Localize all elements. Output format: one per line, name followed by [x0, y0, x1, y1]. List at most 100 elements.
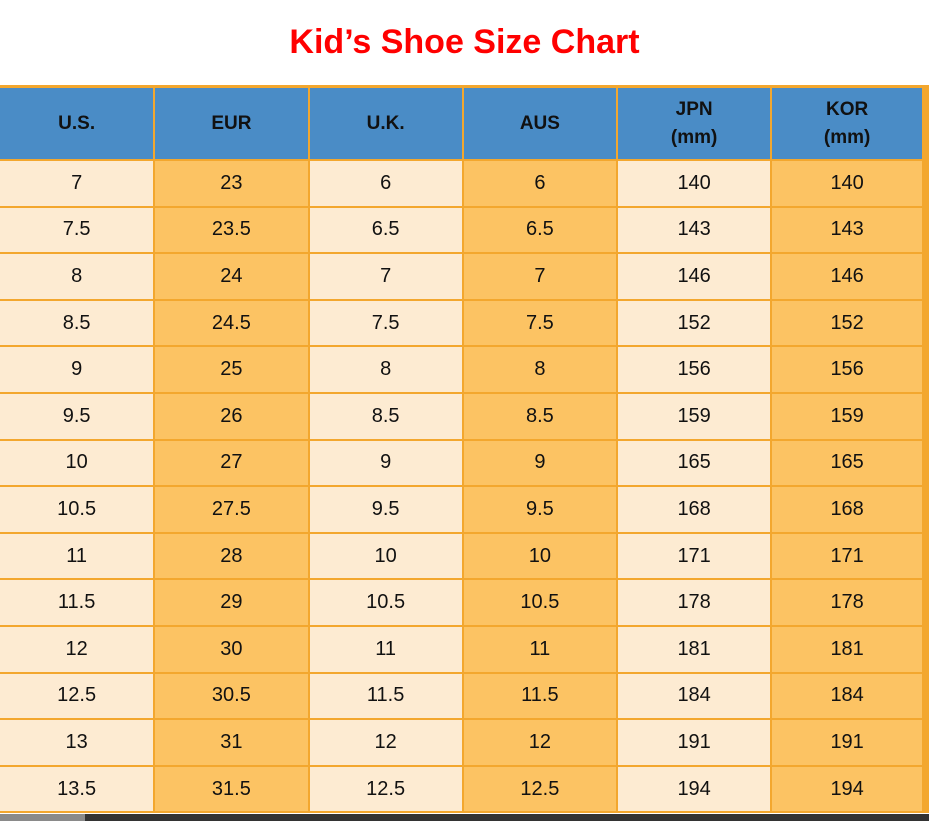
- table-cell: 11.5: [461, 671, 619, 721]
- table-cell: 184: [615, 671, 773, 721]
- column-header-eur: EUR: [153, 85, 310, 161]
- table-cell: 6.5: [461, 205, 619, 255]
- table-cell: 12.5: [0, 671, 156, 721]
- column-header-uk: U.K.: [307, 85, 464, 161]
- table-cell: 143: [615, 205, 773, 255]
- table-cell: 28: [153, 531, 310, 581]
- table-cell: 159: [615, 391, 773, 441]
- table-cell: 10.5: [0, 485, 156, 534]
- table-body: 7 23 6 6 140 140 7.5 23.5 6.5 6.5 143 143 8 24 7 7 146 14…: [0, 159, 927, 814]
- shoe-size-table: U.S. EUR U.K. AUS JPN (mm) KOR (mm) 7 23 6 6 140 140…: [0, 85, 929, 814]
- table-cell: 7: [0, 159, 156, 208]
- table-row: 11.5 29 10.5 10.5 178 178: [0, 578, 927, 627]
- table-cell: 12.5: [461, 764, 619, 814]
- column-header-aus: AUS: [461, 85, 619, 161]
- table-cell: 178: [615, 578, 773, 627]
- table-cell: 146: [615, 252, 773, 301]
- table-cell: 8: [461, 345, 619, 394]
- table-cell: 184: [770, 671, 927, 721]
- table-row: 13 31 12 12 191 191: [0, 718, 927, 767]
- table-cell: 26: [153, 391, 310, 441]
- table-cell: 9.5: [461, 485, 619, 534]
- table-cell: 29: [153, 578, 310, 627]
- table-cell: 7: [461, 252, 619, 301]
- table-cell: 156: [770, 345, 927, 394]
- table-cell: 143: [770, 205, 927, 255]
- table-cell: 24.5: [153, 298, 310, 348]
- table-cell: 6.5: [307, 205, 464, 255]
- table-cell: 7.5: [461, 298, 619, 348]
- table-cell: 10.5: [307, 578, 464, 627]
- table-row: 7.5 23.5 6.5 6.5 143 143: [0, 205, 927, 255]
- table-row: 8.5 24.5 7.5 7.5 152 152: [0, 298, 927, 348]
- table-row: 10 27 9 9 165 165: [0, 438, 927, 488]
- table-cell: 10: [307, 531, 464, 581]
- table-cell: 140: [615, 159, 773, 208]
- table-row: 10.5 27.5 9.5 9.5 168 168: [0, 485, 927, 534]
- table-cell: 11.5: [307, 671, 464, 721]
- table-cell: 9: [461, 438, 619, 488]
- column-header-label: AUS: [519, 112, 560, 134]
- table-cell: 25: [153, 345, 310, 394]
- horizontal-scrollbar[interactable]: [0, 814, 929, 821]
- table-cell: 181: [615, 624, 773, 674]
- table-cell: 13.5: [0, 764, 156, 814]
- table-cell: 9.5: [0, 391, 156, 441]
- table-cell: 12.5: [307, 764, 464, 814]
- table-row: 9.5 26 8.5 8.5 159 159: [0, 391, 927, 441]
- table-cell: 168: [615, 485, 773, 534]
- table-cell: 8: [307, 345, 464, 394]
- column-header-label: JPN: [675, 98, 713, 120]
- table-cell: 152: [770, 298, 927, 348]
- table-cell: 8.5: [461, 391, 619, 441]
- table-cell: 11: [0, 531, 156, 581]
- table-cell: 168: [770, 485, 927, 534]
- table-cell: 194: [770, 764, 927, 814]
- column-header-label: U.K.: [366, 112, 405, 134]
- table-cell: 159: [770, 391, 927, 441]
- column-header-us: U.S.: [0, 85, 156, 161]
- column-header-unit: (mm): [823, 126, 871, 148]
- table-cell: 9.5: [307, 485, 464, 534]
- table-cell: 10: [461, 531, 619, 581]
- table-cell: 165: [770, 438, 927, 488]
- table-cell: 191: [615, 718, 773, 767]
- table-cell: 12: [461, 718, 619, 767]
- column-header-label: KOR: [826, 98, 869, 120]
- table-row: 12.5 30.5 11.5 11.5 184 184: [0, 671, 927, 721]
- table-cell: 11.5: [0, 578, 156, 627]
- table-cell: 7: [307, 252, 464, 301]
- table-cell: 146: [770, 252, 927, 301]
- table-cell: 31.5: [153, 764, 310, 814]
- column-header-label: EUR: [211, 112, 252, 134]
- table-cell: 12: [0, 624, 156, 674]
- table-cell: 9: [307, 438, 464, 488]
- column-header-unit: (mm): [670, 126, 718, 148]
- table-row: 13.5 31.5 12.5 12.5 194 194: [0, 764, 927, 814]
- table-cell: 178: [770, 578, 927, 627]
- table-cell: 31: [153, 718, 310, 767]
- table-cell: 11: [461, 624, 619, 674]
- table-row: 7 23 6 6 140 140: [0, 159, 927, 208]
- table-cell: 171: [615, 531, 773, 581]
- table-cell: 156: [615, 345, 773, 394]
- table-header-row: U.S. EUR U.K. AUS JPN (mm) KOR (mm): [0, 85, 927, 161]
- table-cell: 10: [0, 438, 156, 488]
- scrollbar-thumb[interactable]: [85, 814, 929, 821]
- table-cell: 10.5: [461, 578, 619, 627]
- table-cell: 7.5: [0, 205, 156, 255]
- table-cell: 152: [615, 298, 773, 348]
- table-row: 9 25 8 8 156 156: [0, 345, 927, 394]
- table-cell: 171: [770, 531, 927, 581]
- column-header-jpn: JPN (mm): [615, 85, 773, 161]
- table-cell: 11: [307, 624, 464, 674]
- table-row: 12 30 11 11 181 181: [0, 624, 927, 674]
- table-header: U.S. EUR U.K. AUS JPN (mm) KOR (mm): [0, 85, 927, 161]
- table-cell: 9: [0, 345, 156, 394]
- table-cell: 30: [153, 624, 310, 674]
- table-cell: 191: [770, 718, 927, 767]
- table-cell: 24: [153, 252, 310, 301]
- table-cell: 7.5: [307, 298, 464, 348]
- table-cell: 30.5: [153, 671, 310, 721]
